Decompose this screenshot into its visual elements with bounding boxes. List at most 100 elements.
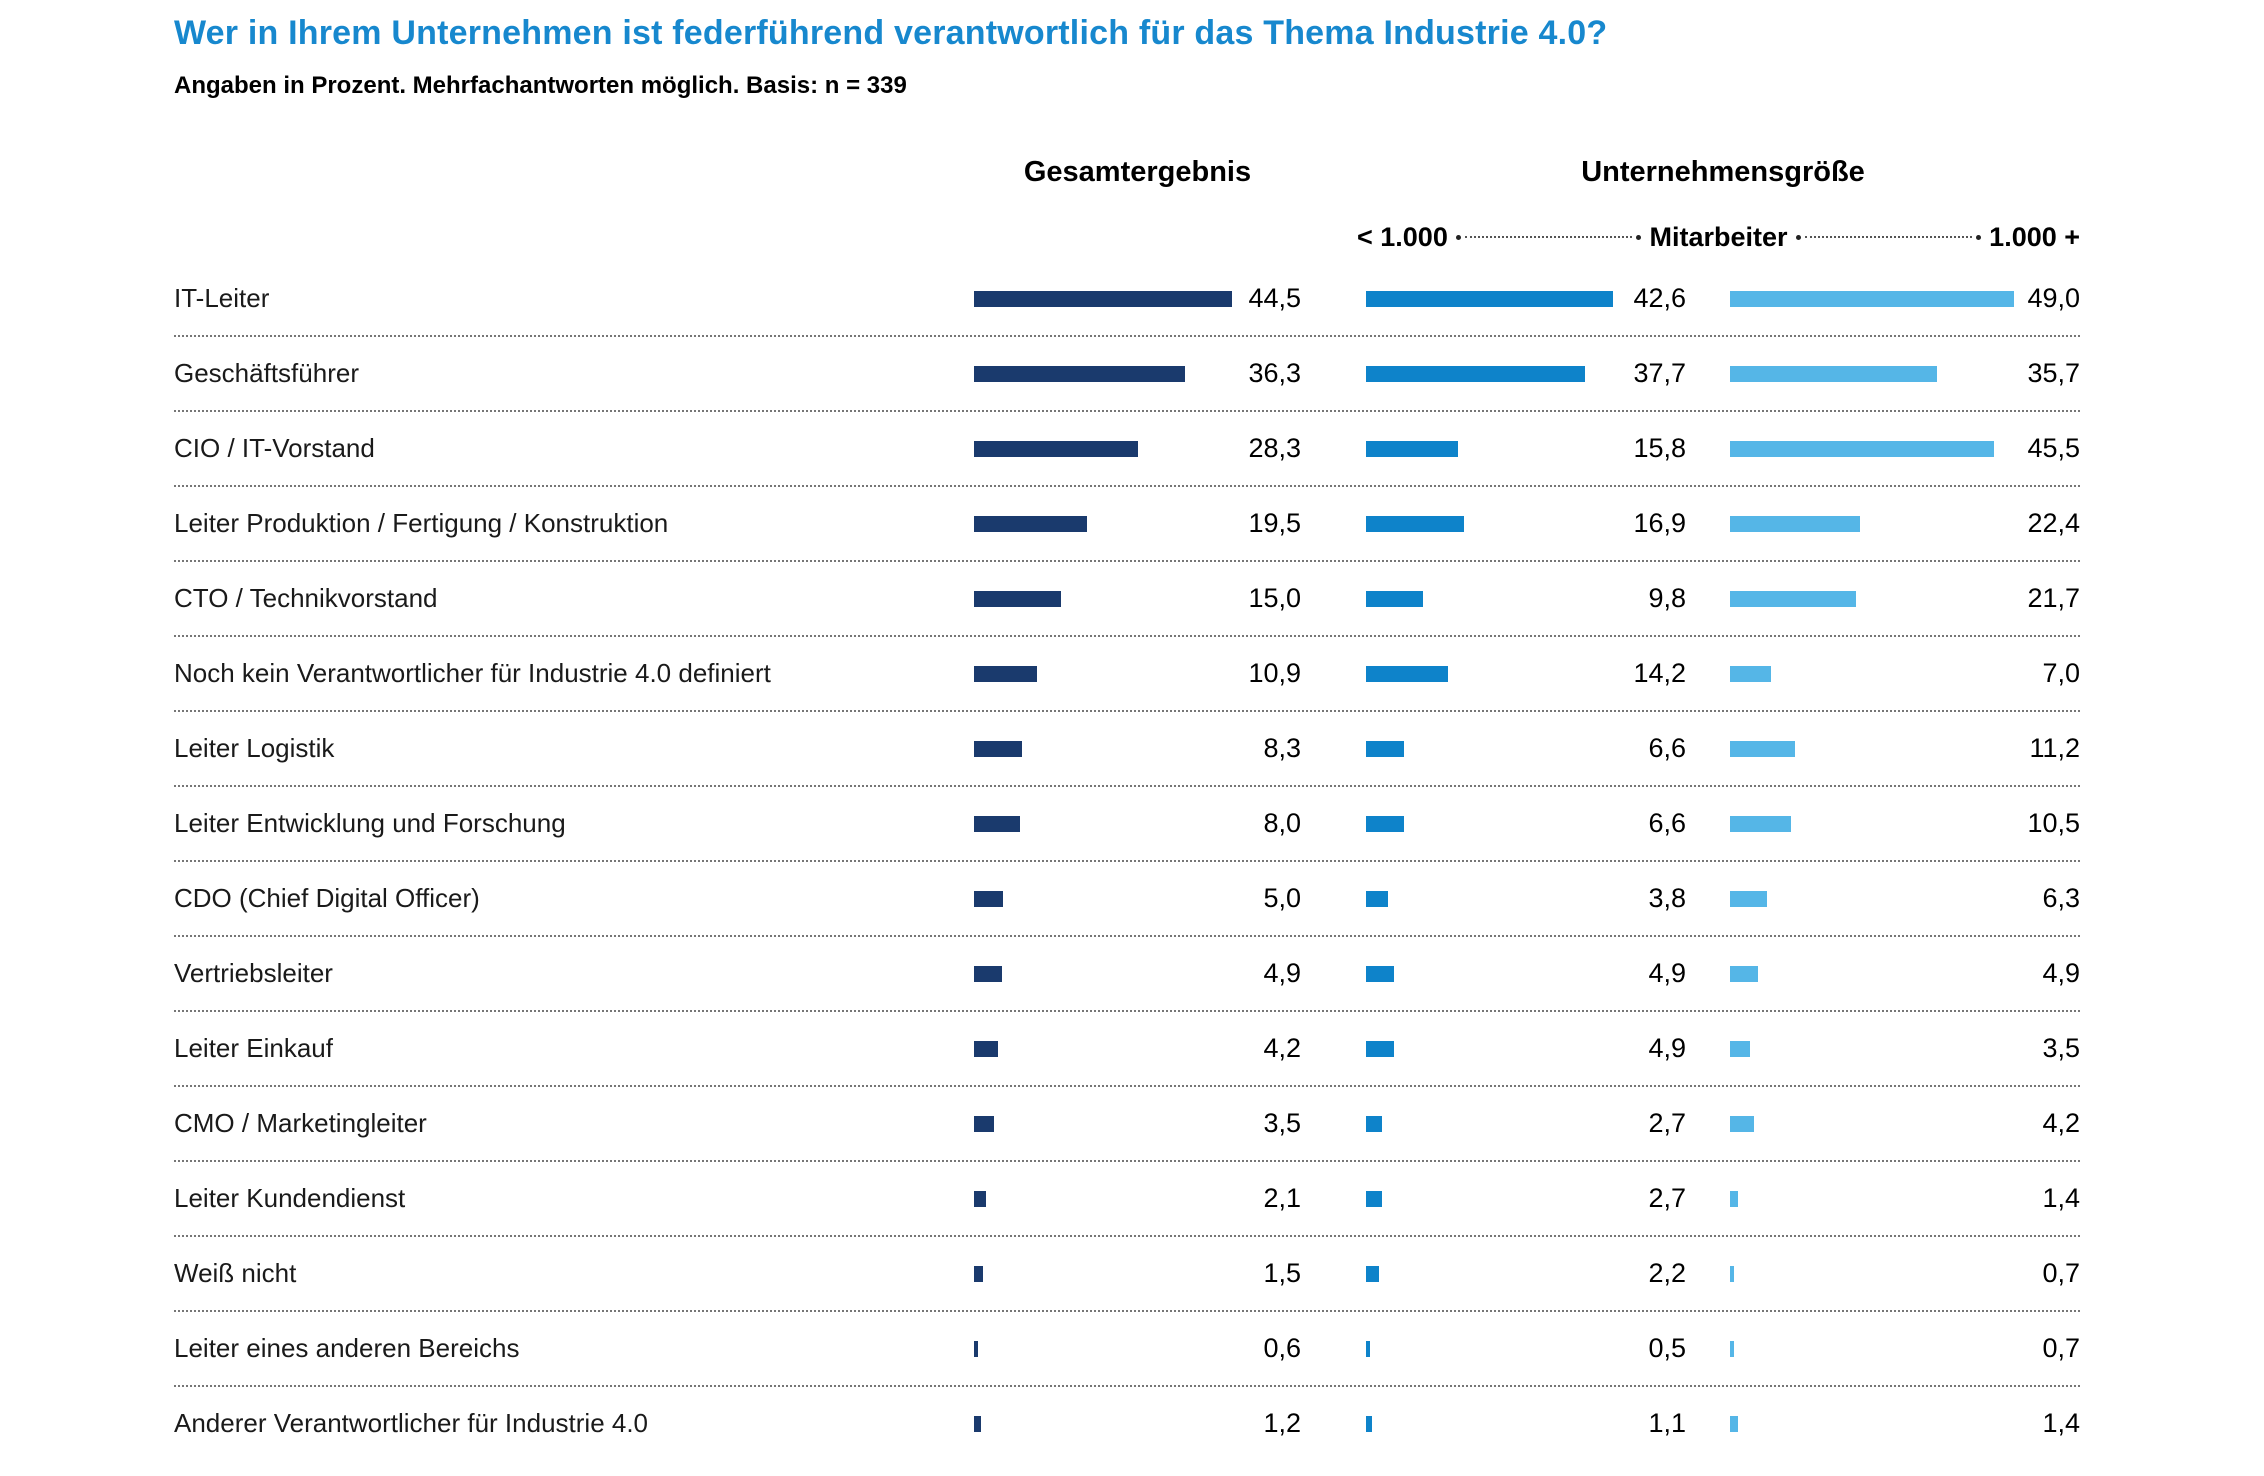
value-large-companies: 4,9 [2042,958,2080,988]
bar-track-small-companies [1366,287,1621,311]
table-row: IT-Leiter 44,5 42,6 49,0 [174,262,2080,337]
value-large-companies: 21,7 [2027,583,2080,613]
bar-small-companies [1366,1340,1370,1357]
bar-track-large-companies [1730,662,2020,686]
bar-track-small-companies [1366,1187,1621,1211]
bar-small-companies [1366,590,1423,607]
bar-small-companies [1366,740,1405,757]
bar-track-small-companies [1366,1262,1621,1286]
bar-chart-rows: IT-Leiter 44,5 42,6 49,0 Geschäftsführer… [174,262,2080,1460]
value-small-companies: 37,7 [1633,358,1686,388]
table-row: Leiter Produktion / Fertigung / Konstruk… [174,487,2080,562]
value-large-companies: 3,5 [2042,1033,2080,1063]
bar-overall [974,740,1023,757]
value-small-companies: 42,6 [1633,283,1686,313]
category-label: CMO / Marketingleiter [174,1108,427,1138]
category-label: Vertriebsleiter [174,958,333,988]
value-small-companies: 3,8 [1648,883,1686,913]
bar-track-overall [974,962,1239,986]
bar-overall [974,1040,999,1057]
bar-small-companies [1366,1040,1395,1057]
bar-track-large-companies [1730,362,2020,386]
bar-track-large-companies [1730,737,2020,761]
value-small-companies: 0,5 [1648,1333,1686,1363]
value-small-companies: 14,2 [1633,658,1686,688]
value-overall: 1,2 [1263,1408,1301,1438]
value-small-companies: 2,7 [1648,1108,1686,1138]
page-title: Wer in Ihrem Unternehmen ist federführen… [174,14,1608,52]
bar-overall [974,665,1038,682]
table-row: Leiter Logistik 8,3 6,6 11,2 [174,712,2080,787]
bar-track-small-companies [1366,1337,1621,1361]
value-small-companies: 2,7 [1648,1183,1686,1213]
bar-track-overall [974,1262,1239,1286]
bar-large-companies [1730,365,1938,382]
bar-track-large-companies [1730,1337,2020,1361]
table-row: CDO (Chief Digital Officer) 5,0 3,8 6,3 [174,862,2080,937]
bar-track-small-companies [1366,1112,1621,1136]
bar-overall [974,1265,983,1282]
category-label: Leiter Kundendienst [174,1183,406,1213]
bar-small-companies [1366,1265,1379,1282]
category-label: Leiter Einkauf [174,1033,333,1063]
value-large-companies: 10,5 [2027,808,2080,838]
bar-large-companies [1730,1115,1755,1132]
subheader-small-companies: < 1.000 [1357,221,1448,252]
value-overall: 28,3 [1248,433,1301,463]
value-small-companies: 6,6 [1648,733,1686,763]
bar-track-overall [974,1412,1239,1436]
value-overall: 8,0 [1263,808,1301,838]
bar-track-small-companies [1366,1412,1621,1436]
bar-overall [974,890,1003,907]
category-label: Geschäftsführer [174,358,359,388]
value-large-companies: 6,3 [2042,883,2080,913]
bar-small-companies [1366,290,1614,307]
category-label: CTO / Technikvorstand [174,583,438,613]
bar-large-companies [1730,665,1771,682]
bar-small-companies [1366,515,1465,532]
table-row: Leiter Kundendienst 2,1 2,7 1,4 [174,1162,2080,1237]
bar-track-large-companies [1730,1187,2020,1211]
company-size-subheader: < 1.000 Mitarbeiter 1.000 + [1357,220,2080,254]
table-row: Leiter Einkauf 4,2 4,9 3,5 [174,1012,2080,1087]
bar-large-companies [1730,890,1767,907]
bar-overall [974,590,1061,607]
value-overall: 19,5 [1248,508,1301,538]
bar-track-large-companies [1730,512,2020,536]
bar-overall [974,965,1003,982]
bar-large-companies [1730,1340,1735,1357]
bar-small-companies [1366,365,1585,382]
value-overall: 44,5 [1248,283,1301,313]
bar-track-overall [974,287,1239,311]
bar-track-overall [974,362,1239,386]
bar-large-companies [1730,1190,1739,1207]
table-row: Weiß nicht 1,5 2,2 0,7 [174,1237,2080,1312]
category-label: Leiter Entwicklung und Forschung [174,808,566,838]
value-overall: 36,3 [1248,358,1301,388]
value-overall: 1,5 [1263,1258,1301,1288]
value-small-companies: 4,9 [1648,958,1686,988]
category-label: Anderer Verantwortlicher für Industrie 4… [174,1408,649,1438]
bar-overall [974,515,1088,532]
bar-track-small-companies [1366,887,1621,911]
value-overall: 0,6 [1263,1333,1301,1363]
bar-track-overall [974,1337,1239,1361]
category-label: Leiter Logistik [174,733,335,763]
bar-track-small-companies [1366,812,1621,836]
bar-small-companies [1366,1190,1382,1207]
value-overall: 8,3 [1263,733,1301,763]
bar-track-overall [974,437,1239,461]
column-header-overall: Gesamtergebnis [1023,156,1252,188]
bar-overall [974,440,1139,457]
bar-track-large-companies [1730,1412,2020,1436]
value-overall: 4,9 [1263,958,1301,988]
value-large-companies: 1,4 [2042,1408,2080,1438]
value-large-companies: 0,7 [2042,1333,2080,1363]
dotted-connector-left [1456,235,1642,240]
value-large-companies: 1,4 [2042,1183,2080,1213]
bar-track-large-companies [1730,1037,2020,1061]
category-label: Weiß nicht [174,1258,297,1288]
bar-track-overall [974,662,1239,686]
bar-track-overall [974,1187,1239,1211]
value-large-companies: 11,2 [2029,733,2080,763]
